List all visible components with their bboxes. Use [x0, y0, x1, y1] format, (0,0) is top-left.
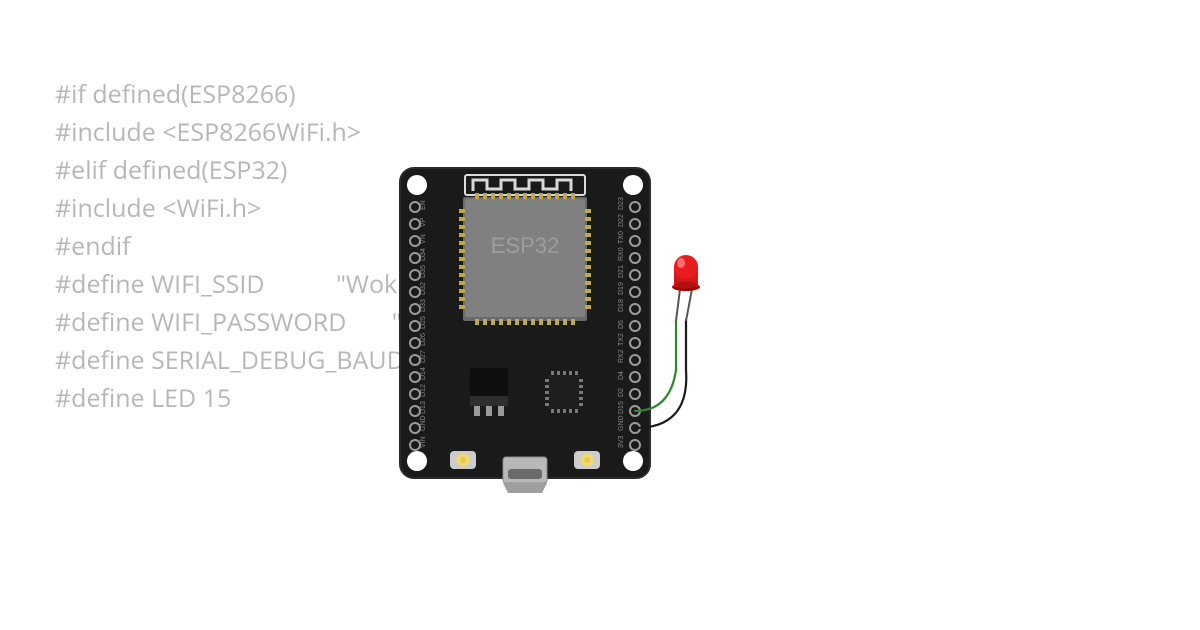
svg-text:D33: D33: [420, 299, 427, 312]
svg-text:D35: D35: [420, 265, 427, 278]
esp32-board: ESP32 EN VP VN D34 D35 D32 D33 D25 D26 D…: [395, 163, 655, 493]
svg-text:TX0: TX0: [618, 231, 625, 244]
svg-text:GND: GND: [618, 415, 625, 431]
svg-text:D15: D15: [618, 401, 625, 414]
svg-text:D32: D32: [420, 282, 427, 295]
svg-text:D21: D21: [618, 265, 625, 278]
svg-text:D23: D23: [618, 197, 625, 210]
code-line: #if defined(ESP8266): [55, 75, 510, 113]
svg-text:D13: D13: [420, 401, 427, 414]
svg-text:D26: D26: [420, 333, 427, 346]
svg-text:VIN: VIN: [420, 436, 427, 448]
pin-header-left: EN VP VN D34 D35 D32 D33 D25 D26 D27 D14…: [410, 200, 427, 450]
svg-text:VP: VP: [420, 217, 427, 227]
boot-button[interactable]: [450, 451, 476, 469]
svg-text:D4: D4: [618, 371, 625, 380]
svg-text:D5: D5: [618, 320, 625, 329]
svg-text:D18: D18: [618, 299, 625, 312]
svg-text:TX2: TX2: [618, 333, 625, 346]
reset-button[interactable]: [574, 451, 600, 469]
usb-port: [503, 457, 547, 493]
usb-uart-chip: [545, 371, 583, 413]
svg-text:D22: D22: [618, 214, 625, 227]
led-component: [670, 253, 710, 348]
svg-text:D19: D19: [618, 282, 625, 295]
voltage-regulator: [470, 368, 508, 416]
svg-text:D2: D2: [618, 388, 625, 397]
chip-label: ESP32: [491, 233, 560, 258]
svg-text:VN: VN: [420, 234, 427, 244]
code-line: #include <ESP8266WiFi.h>: [55, 113, 510, 151]
svg-text:RX2: RX2: [618, 349, 625, 363]
svg-text:D12: D12: [420, 384, 427, 397]
svg-text:D25: D25: [420, 316, 427, 329]
svg-text:3V3: 3V3: [618, 435, 625, 448]
svg-text:RX0: RX0: [618, 247, 625, 261]
svg-text:D27: D27: [420, 350, 427, 363]
svg-text:EN: EN: [420, 200, 427, 210]
svg-text:D34: D34: [420, 248, 427, 261]
svg-text:GND: GND: [420, 415, 427, 431]
svg-text:D14: D14: [420, 367, 427, 380]
